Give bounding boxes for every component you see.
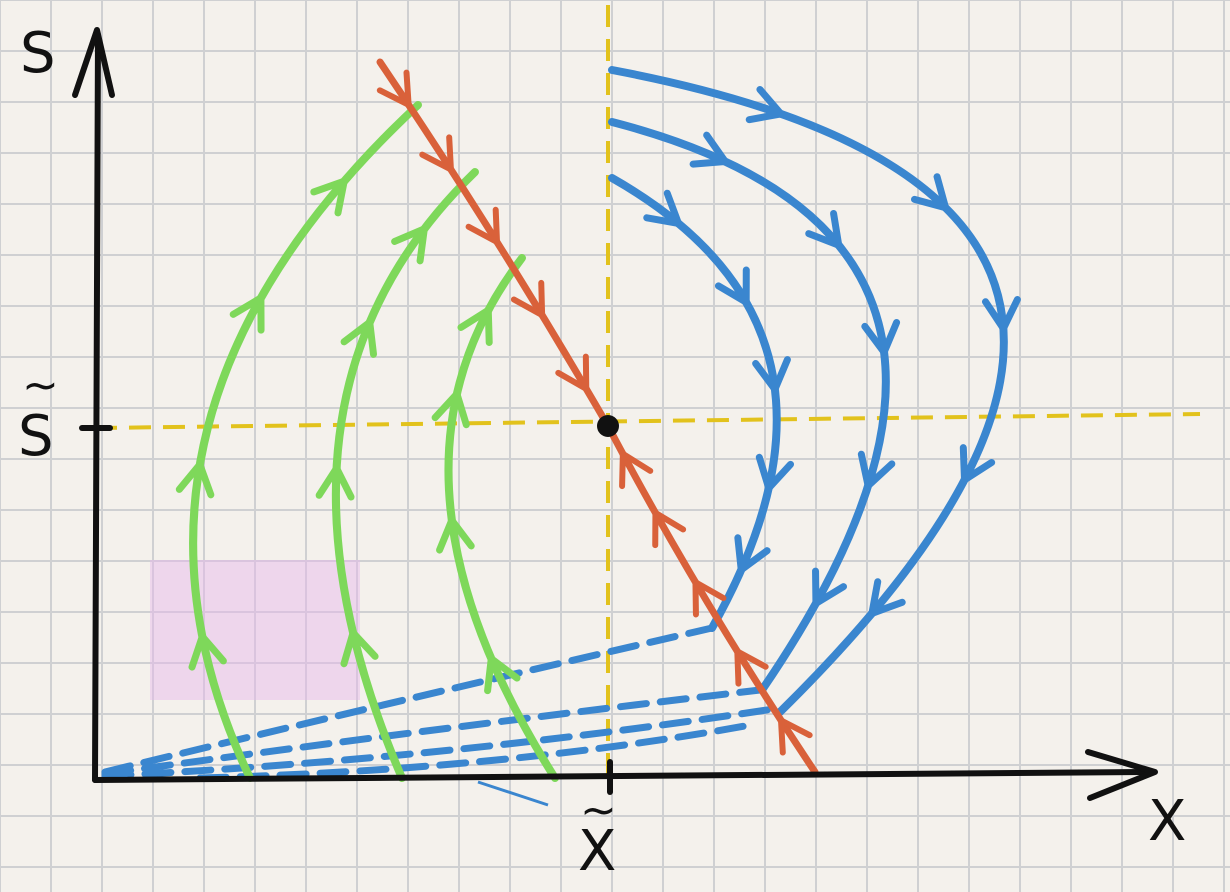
x-equilibrium-label: X [578,819,616,884]
flow-arrow-icon [229,294,265,334]
flow-arrow-icon [340,318,378,358]
flow-arrow-icon [652,509,687,549]
flow-arrow-icon [959,444,996,484]
green-trajectory [331,168,479,782]
flow-arrow-icon [436,516,475,554]
flow-arrow-icon [805,209,843,249]
flow-arrow-icon [376,69,412,108]
equilibrium-point-icon [597,415,619,437]
flow-arrow-icon [868,578,906,617]
blue-trajectory [608,66,1008,716]
flow-arrow-icon [692,579,727,618]
flow-arrow-icon [555,353,590,392]
separatrix-trajectory [376,58,819,776]
flow-arrow-icon [340,629,379,668]
s-equilibrium-label: S [18,404,54,469]
green-trajectory [444,254,559,782]
green-trajectory [189,101,422,782]
blue-trajectories [608,66,1021,716]
flow-arrow-icon [643,189,682,227]
y-axis-line [92,32,101,783]
axes [72,27,1158,801]
flow-arrow-icon [755,453,795,492]
flow-arrow-icon [484,655,521,695]
flow-arrow-icon [861,318,901,356]
flow-arrow-icon [734,534,771,574]
blue-dashed-trajectories [101,624,784,782]
flow-arrow-icon [419,134,454,173]
x-axis-line [92,769,1153,783]
flow-arrow-icon [619,450,654,490]
flow-arrow-icon [465,206,500,245]
separatrix-lower [604,422,819,776]
flow-arrow-icon [752,356,791,393]
x-axis-label: X [1148,789,1186,854]
flow-arrow-icon [981,296,1021,333]
y-axis-arrow-icon [72,27,115,98]
flow-arrow-icon [510,279,546,319]
x-axis-arrow-icon [1085,749,1158,801]
flow-arrow-icon [457,306,493,346]
flow-arrow-icon [310,177,348,217]
green-trajectories [175,101,559,782]
flow-arrow-icon [910,173,950,212]
flow-arrow-icon [857,450,896,490]
flow-arrow-icon [188,633,227,671]
flow-arrow-icon [689,131,729,168]
flow-arrow-icon [734,648,769,687]
flow-arrow-icon [431,390,470,429]
flow-arrow-icon [714,266,750,306]
shaded-region [150,560,360,700]
flow-arrow-icon [391,225,428,265]
flow-arrow-icon [812,567,848,607]
flow-arrow-icon [315,464,355,501]
flow-arrow-icon [745,85,785,124]
blue-stray-stroke [477,780,549,807]
x-equilibrium-tilde: ~ [580,785,617,836]
s-nullcline [94,412,1201,430]
flow-arrow-icon [175,461,215,499]
flow-arrow-icon [778,717,813,756]
y-axis-label: S [20,21,56,86]
s-equilibrium-tilde: ~ [22,360,59,411]
